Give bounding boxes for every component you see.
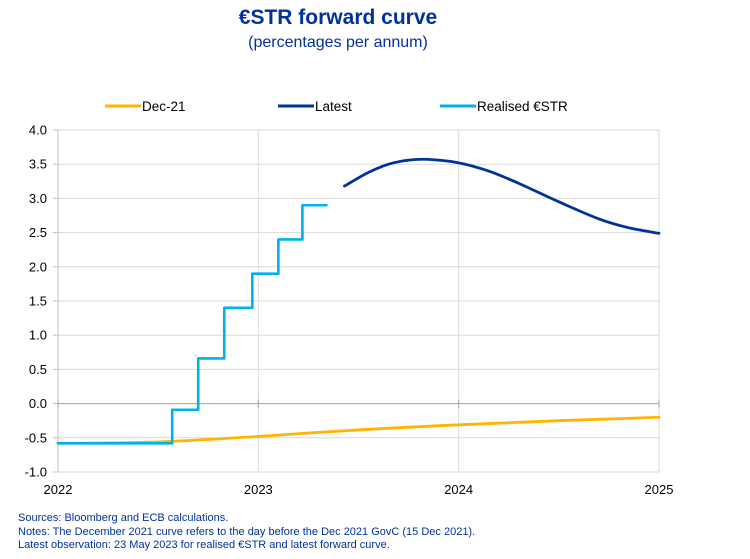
x-tick-label: 2023 xyxy=(244,482,273,497)
sources-note: Sources: Bloomberg and ECB calculations. xyxy=(18,512,229,524)
chart-subtitle: (percentages per annum) xyxy=(248,34,428,51)
legend-label-latest: Latest xyxy=(315,99,352,114)
notes-block: Sources: Bloomberg and ECB calculations.… xyxy=(18,512,738,553)
axes xyxy=(53,129,660,473)
x-tick-label: 2024 xyxy=(444,482,473,497)
y-tick-label: -1.0 xyxy=(25,465,47,480)
y-tick-label: 4.0 xyxy=(29,123,47,138)
legend-label-dec-21: Dec-21 xyxy=(142,99,186,114)
y-axis-tick-labels: 4.0 3.5 3.0 2.5 2.0 1.5 1.0 0.5 0.0 -0.5 -1.0 xyxy=(25,123,47,480)
legend-label-realised-str: Realised €STR xyxy=(477,99,568,114)
y-tick-label: 3.0 xyxy=(29,191,47,206)
notes-text: Notes: The December 2021 curve refers to… xyxy=(18,525,476,538)
y-tick-label: 2.0 xyxy=(29,259,47,274)
y-tick-label: 0.0 xyxy=(29,396,47,411)
legend: Dec-21 Latest Realised €STR xyxy=(105,99,568,114)
y-tick-label: 0.5 xyxy=(29,362,47,377)
x-axis-tick-labels: 2022 2023 2024 2025 xyxy=(44,482,674,497)
x-tick-label: 2025 xyxy=(645,482,674,497)
y-tick-label: 2.5 xyxy=(29,225,47,240)
series-line-latest xyxy=(343,157,661,235)
chart-title: €STR forward curve xyxy=(238,6,438,29)
y-tick-label: 3.5 xyxy=(29,157,47,172)
series-group xyxy=(56,157,661,445)
chart-area: 4.0 3.5 3.0 2.5 2.0 1.5 1.0 0.5 0.0 -0.5 -1.0 2022… xyxy=(25,99,674,497)
latest-observation-note: Latest observation: 23 May 2023 for real… xyxy=(18,539,390,551)
series-line-dec-21 xyxy=(56,415,661,445)
y-tick-label: 1.5 xyxy=(29,294,47,309)
x-tick-label: 2022 xyxy=(44,482,73,497)
series-line-realised-str xyxy=(56,203,328,445)
y-tick-label: -0.5 xyxy=(25,430,47,445)
y-tick-label: 1.0 xyxy=(29,328,47,343)
grid-lines xyxy=(57,129,660,473)
